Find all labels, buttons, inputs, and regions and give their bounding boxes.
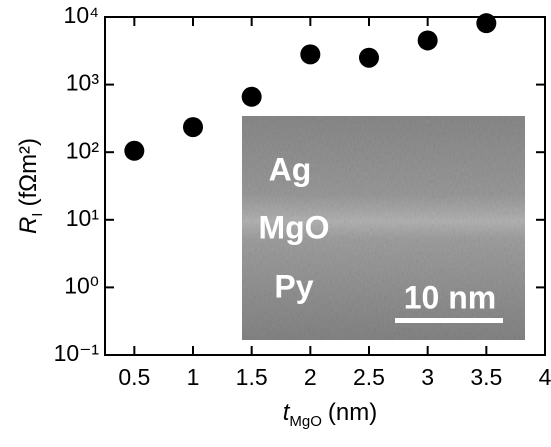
y-label-unit: (fΩm²) bbox=[15, 138, 42, 207]
x-tick-label: 3 bbox=[421, 364, 434, 390]
x-tick-label: 3.5 bbox=[470, 364, 502, 390]
layer-label: Ag bbox=[269, 151, 312, 187]
scale-bar bbox=[395, 318, 503, 323]
y-tick-label: 10³ bbox=[66, 70, 100, 96]
layer-label: MgO bbox=[258, 209, 329, 245]
x-label-symbol: t bbox=[283, 399, 291, 426]
inset-image: Ag MgO Py 10 nm bbox=[242, 116, 525, 340]
data-point bbox=[300, 44, 321, 65]
y-tick-label: 10⁻¹ bbox=[54, 340, 100, 366]
y-tick-label: 10¹ bbox=[66, 205, 100, 231]
x-label-subscript: MgO bbox=[289, 413, 322, 430]
scale-bar-label: 10 nm bbox=[404, 279, 496, 315]
data-point bbox=[241, 86, 262, 107]
y-axis-label: RI (fΩm²) bbox=[15, 138, 46, 234]
y-tick-label: 10² bbox=[66, 137, 100, 163]
y-label-symbol: R bbox=[15, 217, 42, 234]
y-tick-label: 10⁰ bbox=[64, 272, 99, 298]
data-point bbox=[124, 140, 145, 161]
x-tick-label: 4 bbox=[539, 364, 551, 390]
data-point bbox=[183, 117, 203, 138]
data-point bbox=[417, 30, 438, 51]
x-tick-label: 1.5 bbox=[236, 364, 268, 390]
x-axis-label: tMgO (nm) bbox=[283, 399, 378, 430]
x-label-unit: (nm) bbox=[328, 399, 377, 426]
plot-frame bbox=[104, 16, 546, 356]
x-tick-label: 2 bbox=[304, 364, 317, 390]
data-point bbox=[359, 47, 379, 68]
y-label-subscript: I bbox=[29, 213, 46, 217]
x-tick-label: 0.5 bbox=[118, 364, 150, 390]
y-tick-label: 10⁴ bbox=[64, 2, 99, 28]
tem-image bbox=[242, 116, 525, 340]
x-tick-label: 2.5 bbox=[353, 364, 385, 390]
layer-label: Py bbox=[274, 268, 313, 304]
x-tick-label: 1 bbox=[187, 364, 200, 390]
data-point bbox=[476, 13, 497, 34]
